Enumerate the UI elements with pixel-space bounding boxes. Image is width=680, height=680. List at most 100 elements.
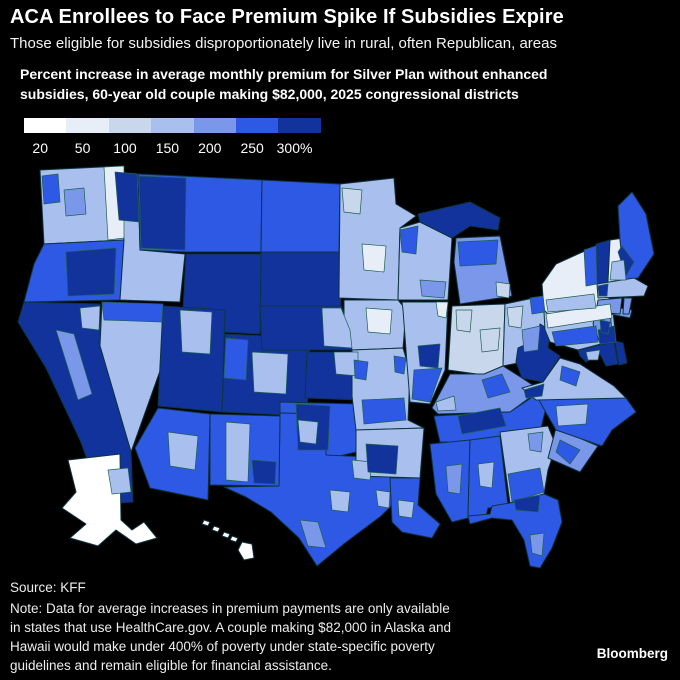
district-patch-OH (529, 295, 546, 315)
chart-subtitle: Those eligible for subsidies disproporti… (10, 35, 557, 52)
source-line: Source: KFF (10, 580, 86, 595)
district-patch-NE (321, 307, 353, 349)
district-patch-MI (457, 239, 499, 267)
district-patch-MN (361, 243, 387, 273)
district-patch-OR (65, 247, 117, 297)
note-line: Note: Data for average increases in prem… (10, 601, 450, 616)
district-patch-SC (555, 439, 581, 465)
legend-label-20: 20 (32, 140, 48, 156)
bloomberg-logo: Bloomberg (596, 646, 668, 661)
district-patch-ME (617, 245, 635, 277)
district-patch-CA (55, 329, 93, 401)
district-patch-TX (329, 489, 351, 513)
district-patch-TX (297, 419, 319, 445)
district-patch-WA (63, 187, 87, 217)
district-patch-ID (114, 171, 140, 223)
district-patch-GA (507, 467, 545, 503)
legend-swatch-200 (193, 118, 236, 133)
district-patch-KY (435, 395, 457, 412)
district-patch-UT (179, 309, 213, 355)
legend-label-150: 150 (155, 140, 180, 156)
district-patch-NM (225, 421, 251, 483)
district-patch-GA (527, 431, 544, 453)
chart-description-line1: Percent increase in average monthly prem… (20, 66, 548, 82)
state-TX (223, 412, 393, 567)
district-patch-TN (457, 407, 507, 435)
district-patch-CO (223, 337, 249, 381)
district-patch-PA (551, 325, 599, 347)
note-line: in states that use HealthCare.gov. A cou… (10, 620, 452, 635)
district-patch-TX (375, 489, 391, 509)
district-patch-NJ (599, 319, 611, 335)
state-LA (389, 477, 441, 539)
legend-swatch-300% (278, 118, 321, 133)
legend-swatch-100 (108, 118, 152, 133)
state-DE (614, 340, 628, 366)
district-patch-AL (477, 461, 495, 489)
district-patch-IN (455, 309, 473, 333)
district-patch-NV (101, 301, 164, 323)
state-HI4 (221, 531, 231, 539)
district-patch-MS (445, 463, 463, 495)
district-patch-MA (597, 283, 609, 297)
district-patch-NH (609, 259, 627, 281)
district-patch-WI (399, 225, 419, 255)
note: Note: Data for average increases in prem… (10, 599, 451, 675)
district-patch-MN (341, 187, 363, 215)
legend-swatch-20 (24, 118, 67, 133)
district-patch-MI (495, 281, 511, 299)
chart-description-line2: subsidies, 60-year old couple making $82… (20, 86, 519, 102)
state-RI (622, 297, 633, 315)
district-patch-AR (365, 443, 399, 475)
legend-label-300%: 300% (276, 140, 313, 156)
district-patch-KY (481, 373, 511, 399)
district-patch-OH (521, 325, 541, 353)
district-patch-VA (523, 383, 545, 399)
legend-swatch-250 (235, 118, 279, 133)
district-patch-NC (555, 403, 589, 427)
district-patch-TX (351, 459, 373, 481)
district-patch-MD (585, 349, 601, 361)
district-patch-FL (529, 532, 545, 557)
state-HI3 (211, 525, 221, 533)
district-patch-MT (138, 175, 187, 251)
legend-labels: 20 50 100 150 200 250 300% (24, 140, 321, 156)
district-patch-IL (435, 301, 449, 319)
state-ND (260, 179, 341, 253)
district-patch-LA (397, 499, 415, 519)
district-patch-OH (506, 305, 524, 329)
district-patch-IL (417, 343, 441, 369)
legend-swatches (24, 118, 321, 133)
state-HI (237, 541, 255, 561)
legend-swatch-50 (66, 118, 109, 133)
district-patch-IA (365, 307, 393, 335)
legend-label-50: 50 (74, 140, 91, 156)
legend-label-200: 200 (198, 140, 222, 156)
state-MI-UP (417, 201, 501, 239)
district-patch-MO (353, 359, 369, 381)
state-HI5 (229, 535, 239, 543)
legend-swatch-150 (151, 118, 194, 133)
state-MA (596, 277, 649, 299)
page-title: ACA Enrollees to Face Premium Spike If S… (10, 6, 564, 28)
district-patch-WI (419, 279, 447, 299)
district-patch-IL (411, 367, 443, 403)
district-patch-TX (299, 519, 327, 549)
district-patch-FL (513, 494, 541, 513)
district-patch-VA (559, 365, 581, 387)
district-patch-MO (393, 355, 407, 375)
legend-label-100: 100 (113, 140, 137, 156)
district-patch-IN (479, 327, 501, 353)
state-AK (61, 453, 158, 547)
chart-description: Percent increase in average monthly prem… (20, 64, 548, 104)
state-HI2 (201, 519, 211, 527)
district-patch-NY (583, 245, 598, 287)
note-line: Hawaii would make under 400% of poverty … (10, 639, 435, 654)
district-patch-CA (107, 467, 132, 495)
district-patch-NY (545, 293, 597, 313)
legend-label-250: 250 (240, 140, 264, 156)
district-patch-CA (79, 305, 101, 331)
note-line: guidelines and remain eligible for finan… (10, 658, 332, 673)
